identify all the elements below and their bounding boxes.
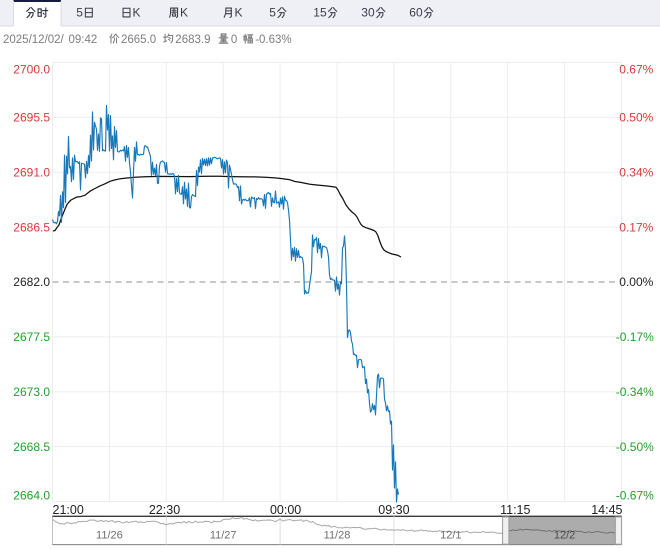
- svg-text:14:45: 14:45: [591, 503, 622, 517]
- svg-text:-0.34%: -0.34%: [616, 385, 654, 399]
- svg-text:-0.17%: -0.17%: [616, 330, 654, 344]
- svg-text:0.50%: 0.50%: [619, 111, 653, 125]
- svg-text:11/27: 11/27: [210, 530, 237, 542]
- svg-text:11/26: 11/26: [96, 530, 123, 542]
- svg-text:-0.67%: -0.67%: [616, 489, 654, 503]
- svg-text:2668.5: 2668.5: [13, 440, 50, 454]
- svg-text:11:15: 11:15: [500, 503, 530, 517]
- svg-text:2664.0: 2664.0: [13, 489, 50, 503]
- svg-text:12/2: 12/2: [554, 530, 575, 542]
- svg-text:12/1: 12/1: [440, 530, 461, 542]
- svg-text:K: K: [235, 6, 243, 20]
- svg-text:60: 60: [409, 6, 423, 20]
- svg-text:2691.0: 2691.0: [13, 165, 50, 179]
- svg-text:22:30: 22:30: [149, 503, 180, 517]
- svg-text:11/28: 11/28: [324, 530, 351, 542]
- svg-text:5: 5: [269, 6, 276, 20]
- svg-text:09:30: 09:30: [378, 503, 409, 517]
- svg-text:0.34%: 0.34%: [619, 165, 653, 179]
- svg-text:K: K: [133, 6, 141, 20]
- svg-text:2673.0: 2673.0: [13, 385, 50, 399]
- svg-text:09:42: 09:42: [69, 34, 98, 46]
- svg-text:0.00%: 0.00%: [619, 275, 653, 289]
- svg-text:K: K: [180, 6, 188, 20]
- svg-text:2025/12/02/: 2025/12/02/: [3, 34, 65, 46]
- svg-text:0.67%: 0.67%: [619, 63, 653, 77]
- svg-text:2665.0: 2665.0: [121, 34, 156, 46]
- svg-text:15: 15: [313, 6, 327, 20]
- svg-text:21:00: 21:00: [53, 503, 84, 517]
- svg-text:5: 5: [76, 6, 83, 20]
- svg-text:30: 30: [361, 6, 375, 20]
- svg-text:2682.0: 2682.0: [13, 275, 50, 289]
- svg-text:0.17%: 0.17%: [619, 220, 653, 234]
- svg-text:2695.5: 2695.5: [13, 111, 50, 125]
- svg-text:2700.0: 2700.0: [13, 63, 50, 77]
- svg-text:2683.9: 2683.9: [175, 34, 210, 46]
- svg-text:-0.63%: -0.63%: [255, 34, 291, 46]
- svg-text:2677.5: 2677.5: [13, 330, 50, 344]
- svg-text:-0.50%: -0.50%: [616, 440, 654, 454]
- svg-text:0: 0: [231, 34, 237, 46]
- svg-text:00:00: 00:00: [270, 503, 301, 517]
- svg-text:2686.5: 2686.5: [13, 220, 50, 234]
